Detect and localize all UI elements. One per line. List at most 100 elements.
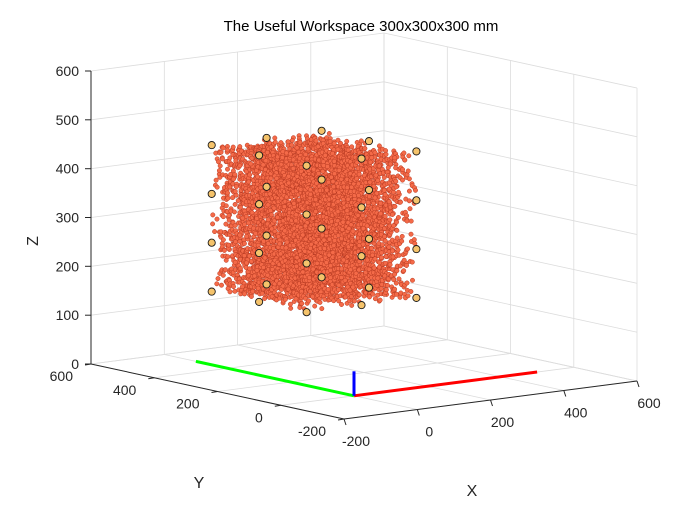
workspace-point — [308, 191, 313, 197]
workspace-point — [259, 196, 265, 202]
workspace-point — [225, 147, 230, 153]
workspace-point — [279, 155, 285, 161]
workspace-point — [313, 197, 319, 202]
workspace-point — [237, 265, 243, 271]
workspace-point — [210, 212, 216, 218]
workspace-point — [346, 226, 352, 232]
workspace-point — [286, 180, 292, 186]
workspace-point — [285, 286, 291, 292]
workspace-point — [232, 259, 238, 265]
workspace-point — [239, 284, 245, 290]
workspace-point — [252, 273, 257, 279]
workspace-point — [225, 166, 230, 172]
workspace-point — [269, 226, 275, 232]
workspace-point — [312, 303, 318, 309]
workspace-point — [336, 287, 341, 293]
workspace-point — [237, 204, 243, 210]
workspace-point — [232, 201, 238, 207]
workspace-point — [262, 296, 268, 301]
workspace-point — [219, 156, 225, 162]
workspace-point — [325, 164, 330, 169]
workspace-point — [214, 216, 220, 222]
workspace-point — [291, 200, 297, 206]
workspace-point — [327, 267, 333, 273]
workspace-point — [260, 162, 266, 168]
grid-line — [383, 81, 638, 138]
workspace-point — [241, 222, 247, 227]
workspace-point — [293, 212, 299, 218]
workspace-point — [219, 282, 224, 288]
workspace-point — [287, 301, 293, 307]
workspace-point — [323, 230, 329, 235]
grid-line — [383, 179, 638, 235]
workspace-point — [339, 227, 345, 232]
grid-line — [383, 276, 638, 333]
workspace-point — [225, 195, 231, 201]
workspace-point — [226, 213, 232, 218]
workspace-point — [221, 247, 227, 253]
workspace-point — [244, 260, 249, 266]
grid-line — [383, 32, 638, 89]
workspace-point — [328, 174, 334, 180]
workspace-point — [265, 241, 271, 247]
workspace-point — [324, 187, 330, 193]
workspace-point — [283, 150, 289, 156]
workspace-point — [249, 155, 255, 161]
workspace-point — [314, 260, 320, 266]
grid-line — [383, 325, 638, 382]
workspace-point — [262, 255, 268, 261]
workspace-point — [225, 254, 231, 260]
workspace-point — [269, 212, 274, 218]
workspace-point — [230, 144, 236, 150]
workspace-point — [272, 139, 278, 145]
workspace-point — [237, 144, 243, 150]
workspace-point — [214, 184, 220, 190]
workspace-point — [255, 285, 261, 291]
workspace-point — [345, 147, 351, 153]
workspace-point — [288, 305, 294, 311]
workspace-point — [244, 233, 250, 239]
workspace-point — [227, 184, 233, 190]
workspace-point — [283, 278, 289, 284]
workspace-point — [235, 198, 241, 204]
grid-line — [90, 32, 385, 72]
workspace-point — [232, 172, 238, 178]
workspace-point — [216, 168, 222, 174]
workspace-point — [225, 190, 230, 196]
workspace-point — [270, 246, 276, 252]
workspace-point — [232, 223, 238, 228]
workspace-point — [302, 248, 308, 254]
workspace-point — [344, 208, 350, 214]
grid-line — [154, 339, 448, 379]
workspace-point — [323, 260, 329, 266]
workspace-point — [232, 188, 238, 194]
workspace-point-cloud — [210, 131, 418, 312]
chart-title: The Useful Workspace 300x300x300 mm — [224, 18, 499, 35]
workspace-point — [220, 145, 226, 151]
workspace-point — [336, 190, 342, 195]
workspace-point — [327, 236, 332, 242]
workspace-point — [335, 198, 341, 204]
workspace-point — [326, 131, 332, 136]
workspace-point — [339, 302, 344, 307]
workspace-point — [306, 298, 311, 304]
workspace-point — [231, 176, 236, 182]
workspace-point — [332, 171, 337, 177]
workspace-point — [321, 237, 327, 243]
workspace-point — [305, 146, 311, 152]
workspace-point — [220, 214, 226, 220]
workspace-point — [299, 301, 305, 306]
workspace-point — [296, 197, 302, 203]
frame-axes — [195, 359, 538, 398]
workspace-point — [300, 232, 306, 238]
workspace-point — [331, 158, 337, 164]
workspace-point — [329, 150, 335, 156]
workspace-point — [265, 202, 271, 208]
workspace-point — [319, 232, 325, 238]
workspace-point — [241, 241, 247, 246]
workspace-point — [210, 221, 216, 227]
workspace-point — [340, 219, 346, 225]
workspace-point — [326, 179, 331, 185]
workspace-point — [233, 184, 239, 190]
workspace-point — [272, 135, 278, 141]
